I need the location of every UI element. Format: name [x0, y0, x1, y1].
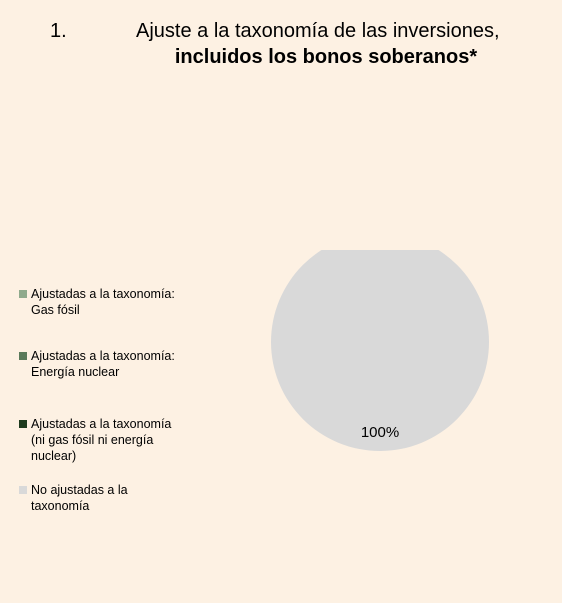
title-line-2: incluidos los bonos soberanos* [174, 46, 478, 68]
pie-slices [271, 250, 489, 451]
chart-title: 1. Ajuste a la taxonomía de las inversio… [0, 18, 562, 70]
legend-swatch-no-ajustadas [19, 486, 27, 494]
legend-label-gas-fosil: Ajustadas a la taxonomía: Gas fósil [31, 287, 175, 317]
pie-slice-3 [271, 250, 489, 451]
legend-swatch-ni-gas-ni-nuclear [19, 420, 27, 428]
legend-item-ni-gas-ni-nuclear: Ajustadas a la taxonomía (ni gas fósil n… [19, 416, 229, 464]
legend-label-energia-nuclear: Ajustadas a la taxonomía: Energía nuclea… [31, 349, 175, 379]
title-number: 1. [50, 20, 67, 42]
legend-label-no-ajustadas: No ajustadas a la taxonomía [31, 483, 128, 513]
legend-item-gas-fosil: Ajustadas a la taxonomía: Gas fósil [19, 286, 229, 318]
legend-swatch-energia-nuclear [19, 352, 27, 360]
pie-data-label: 100% [361, 424, 399, 441]
legend-item-no-ajustadas: No ajustadas a la taxonomía [19, 482, 229, 514]
legend-swatch-gas-fosil [19, 290, 27, 298]
legend-item-energia-nuclear: Ajustadas a la taxonomía: Energía nuclea… [19, 348, 229, 380]
legend-label-ni-gas-ni-nuclear: Ajustadas a la taxonomía (ni gas fósil n… [31, 417, 172, 463]
title-line-1: Ajuste a la taxonomía de las inversiones… [136, 20, 500, 42]
pie-chart: 100% [271, 250, 489, 451]
